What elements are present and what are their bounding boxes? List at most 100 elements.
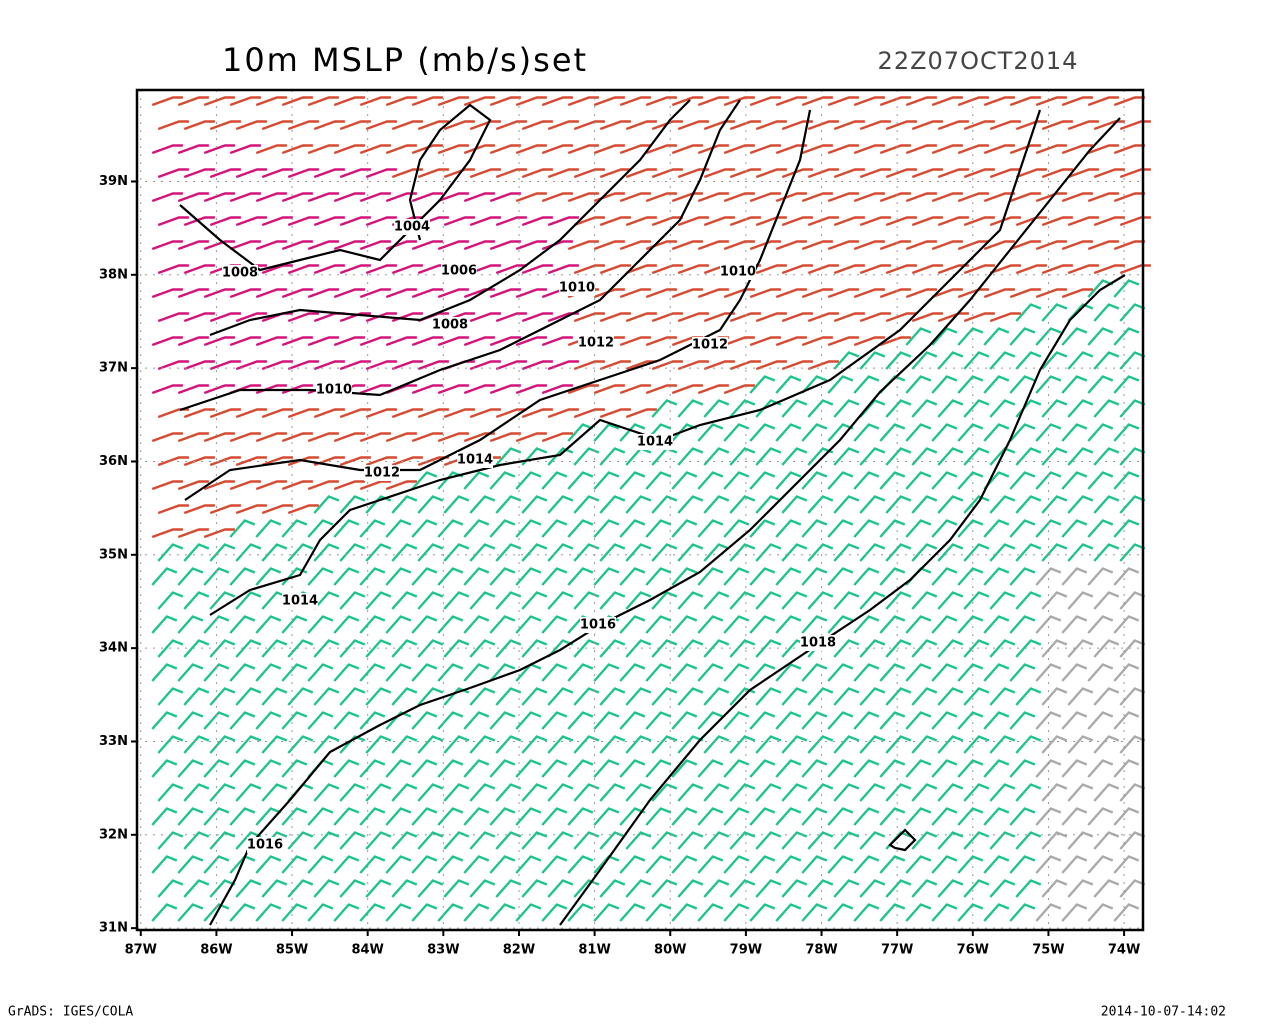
wind-barb xyxy=(937,543,964,562)
lat-tick-label: 37N xyxy=(99,361,128,376)
contour-label: 1016 xyxy=(247,838,283,853)
wind-barb xyxy=(255,711,282,730)
wind-barb xyxy=(755,735,782,754)
wind-barb xyxy=(287,408,319,419)
wind-barb xyxy=(599,168,631,179)
wind-barb xyxy=(801,615,828,634)
wind-barb xyxy=(1093,216,1125,227)
wind-barb xyxy=(157,543,184,562)
wind-barb xyxy=(963,879,990,898)
wind-barb xyxy=(287,120,319,131)
wind-barb xyxy=(911,831,938,850)
wind-barb xyxy=(541,240,573,251)
wind-barb xyxy=(781,312,813,323)
wind-barb xyxy=(365,408,397,419)
wind-barb xyxy=(729,495,756,514)
wind-barb xyxy=(983,615,1010,634)
wind-barb xyxy=(911,639,938,658)
wind-barb xyxy=(677,831,704,850)
wind-barb xyxy=(177,528,209,539)
wind-barb xyxy=(931,615,958,634)
wind-barb xyxy=(625,591,652,610)
wind-barb xyxy=(651,399,678,418)
wind-barb xyxy=(983,519,1010,538)
wind-barb xyxy=(859,168,891,179)
wind-barb xyxy=(957,327,984,346)
wind-barb xyxy=(957,192,989,203)
wind-barb xyxy=(1015,783,1042,802)
wind-barb xyxy=(359,288,391,299)
contour-label: 1008 xyxy=(222,266,258,281)
wind-barb xyxy=(593,423,620,442)
wind-barb xyxy=(281,96,313,107)
wind-barb xyxy=(775,240,807,251)
wind-barb xyxy=(833,168,865,179)
wind-barb xyxy=(651,312,683,323)
wind-barb xyxy=(521,495,548,514)
wind-barb xyxy=(567,384,599,395)
wind-barb xyxy=(697,519,724,538)
wind-barb xyxy=(521,360,553,371)
wind-barb xyxy=(801,807,828,826)
wind-barb xyxy=(365,168,397,179)
wind-barb xyxy=(775,759,802,778)
wind-barb xyxy=(905,903,932,922)
wind-barb xyxy=(1087,903,1114,922)
wind-barb xyxy=(651,495,678,514)
wind-barb xyxy=(287,879,314,898)
wind-barb xyxy=(203,807,230,826)
wind-barb xyxy=(567,519,594,538)
wind-barb xyxy=(333,567,360,586)
wind-barb xyxy=(255,759,282,778)
contour-label: 1012 xyxy=(692,338,728,353)
wind-barb xyxy=(1035,807,1062,826)
wind-barb xyxy=(469,591,496,610)
wind-barb xyxy=(827,240,859,251)
wind-barb xyxy=(931,567,958,586)
wind-barb xyxy=(177,903,204,922)
wind-barb xyxy=(411,96,443,107)
wind-barb xyxy=(359,240,391,251)
wind-barb xyxy=(801,903,828,922)
wind-barb xyxy=(417,687,444,706)
wind-barb xyxy=(287,312,319,323)
wind-barb xyxy=(573,783,600,802)
wind-barb xyxy=(1041,399,1068,418)
wind-barb xyxy=(567,240,599,251)
wind-barb xyxy=(1009,96,1041,107)
wind-barb xyxy=(827,288,859,299)
wind-barb xyxy=(339,120,371,131)
wind-barb xyxy=(853,192,885,203)
wind-barb xyxy=(235,408,267,419)
wind-barb xyxy=(1009,759,1036,778)
wind-barb xyxy=(469,216,501,227)
wind-barb xyxy=(235,783,262,802)
wind-barb xyxy=(495,783,522,802)
wind-barb xyxy=(567,711,594,730)
wind-barb xyxy=(677,879,704,898)
wind-barb xyxy=(885,216,917,227)
wind-barb xyxy=(1113,375,1140,394)
wind-barb xyxy=(495,735,522,754)
wind-barb xyxy=(957,240,989,251)
wind-barb xyxy=(671,96,703,107)
wind-barb xyxy=(931,192,963,203)
isobar xyxy=(179,99,741,412)
wind-barb xyxy=(833,639,860,658)
wind-barb xyxy=(333,480,365,491)
wind-barb xyxy=(307,855,334,874)
wind-barb xyxy=(573,831,600,850)
wind-barb xyxy=(203,384,235,395)
wind-barb xyxy=(339,360,371,371)
wind-barb xyxy=(261,639,288,658)
wind-barb xyxy=(489,519,516,538)
wind-barb xyxy=(853,336,885,347)
wind-barb xyxy=(781,831,808,850)
wind-barb xyxy=(931,96,963,107)
wind-barb xyxy=(521,591,548,610)
wind-barb xyxy=(151,240,183,251)
wind-barb xyxy=(1067,735,1094,754)
wind-barb xyxy=(697,615,724,634)
wind-barb xyxy=(879,240,911,251)
wind-barb xyxy=(723,384,755,395)
